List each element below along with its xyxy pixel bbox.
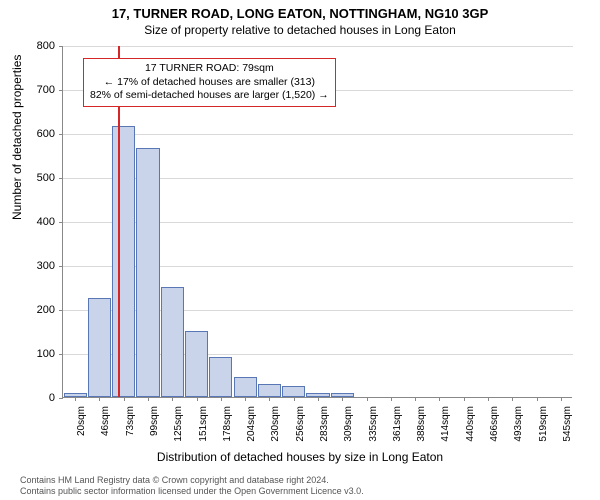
- footer-line-1: Contains HM Land Registry data © Crown c…: [20, 475, 364, 486]
- ytick-mark: [59, 134, 63, 135]
- histogram-bar: [185, 331, 208, 397]
- histogram-bar: [282, 386, 305, 397]
- xtick-label: 466sqm: [489, 406, 500, 442]
- xtick-label: 335sqm: [368, 406, 379, 442]
- xtick-label: 230sqm: [270, 406, 281, 442]
- xtick-mark: [367, 397, 368, 401]
- ytick-label: 400: [15, 216, 55, 228]
- xtick-mark: [148, 397, 149, 401]
- footer-line-2: Contains public sector information licen…: [20, 486, 364, 497]
- histogram-bar: [136, 148, 159, 397]
- gridline: [63, 134, 573, 135]
- chart-area: 010020030040050060070080020sqm46sqm73sqm…: [62, 46, 572, 398]
- xtick-label: 414sqm: [440, 406, 451, 442]
- histogram-bar: [88, 298, 111, 397]
- xtick-mark: [512, 397, 513, 401]
- xtick-label: 99sqm: [149, 406, 160, 436]
- annotation-line-2: ← 17% of detached houses are smaller (31…: [90, 76, 329, 90]
- histogram-bar: [161, 287, 184, 397]
- ytick-mark: [59, 266, 63, 267]
- xtick-label: 73sqm: [125, 406, 136, 436]
- footer-attribution: Contains HM Land Registry data © Crown c…: [20, 475, 364, 497]
- xtick-label: 545sqm: [562, 406, 573, 442]
- xtick-mark: [75, 397, 76, 401]
- plot-region: 010020030040050060070080020sqm46sqm73sqm…: [62, 46, 572, 398]
- ytick-label: 600: [15, 128, 55, 140]
- xtick-mark: [245, 397, 246, 401]
- ytick-mark: [59, 46, 63, 47]
- ytick-label: 700: [15, 84, 55, 96]
- xtick-label: 361sqm: [392, 406, 403, 442]
- gridline: [63, 46, 573, 47]
- xtick-label: 20sqm: [76, 406, 87, 436]
- annotation-line-1: 17 TURNER ROAD: 79sqm: [90, 62, 329, 76]
- xtick-mark: [439, 397, 440, 401]
- ytick-mark: [59, 354, 63, 355]
- histogram-bar: [209, 357, 232, 397]
- xtick-label: 493sqm: [513, 406, 524, 442]
- xtick-label: 151sqm: [198, 406, 209, 442]
- ytick-label: 200: [15, 304, 55, 316]
- ytick-label: 300: [15, 260, 55, 272]
- xtick-mark: [294, 397, 295, 401]
- xtick-label: 388sqm: [416, 406, 427, 442]
- xtick-label: 519sqm: [538, 406, 549, 442]
- xtick-label: 256sqm: [295, 406, 306, 442]
- ytick-label: 800: [15, 40, 55, 52]
- ytick-label: 0: [15, 392, 55, 404]
- xtick-mark: [172, 397, 173, 401]
- histogram-bar: [112, 126, 135, 397]
- ytick-mark: [59, 90, 63, 91]
- ytick-label: 500: [15, 172, 55, 184]
- xtick-mark: [342, 397, 343, 401]
- ytick-label: 100: [15, 348, 55, 360]
- xtick-mark: [464, 397, 465, 401]
- x-axis-label: Distribution of detached houses by size …: [0, 450, 600, 464]
- chart-subtitle: Size of property relative to detached ho…: [0, 21, 600, 37]
- histogram-bar: [234, 377, 257, 397]
- xtick-mark: [269, 397, 270, 401]
- annotation-line-3: 82% of semi-detached houses are larger (…: [90, 89, 329, 103]
- xtick-mark: [391, 397, 392, 401]
- ytick-mark: [59, 310, 63, 311]
- chart-title: 17, TURNER ROAD, LONG EATON, NOTTINGHAM,…: [0, 0, 600, 21]
- xtick-label: 440sqm: [465, 406, 476, 442]
- xtick-label: 309sqm: [343, 406, 354, 442]
- ytick-mark: [59, 398, 63, 399]
- xtick-mark: [124, 397, 125, 401]
- histogram-bar: [258, 384, 281, 397]
- annotation-box: 17 TURNER ROAD: 79sqm← 17% of detached h…: [83, 58, 336, 107]
- xtick-mark: [221, 397, 222, 401]
- xtick-mark: [197, 397, 198, 401]
- xtick-label: 204sqm: [246, 406, 257, 442]
- xtick-mark: [318, 397, 319, 401]
- ytick-mark: [59, 178, 63, 179]
- xtick-label: 125sqm: [173, 406, 184, 442]
- xtick-label: 46sqm: [100, 406, 111, 436]
- xtick-mark: [415, 397, 416, 401]
- ytick-mark: [59, 222, 63, 223]
- xtick-mark: [537, 397, 538, 401]
- xtick-label: 178sqm: [222, 406, 233, 442]
- xtick-label: 283sqm: [319, 406, 330, 442]
- xtick-mark: [488, 397, 489, 401]
- xtick-mark: [99, 397, 100, 401]
- chart-container: 17, TURNER ROAD, LONG EATON, NOTTINGHAM,…: [0, 0, 600, 500]
- xtick-mark: [561, 397, 562, 401]
